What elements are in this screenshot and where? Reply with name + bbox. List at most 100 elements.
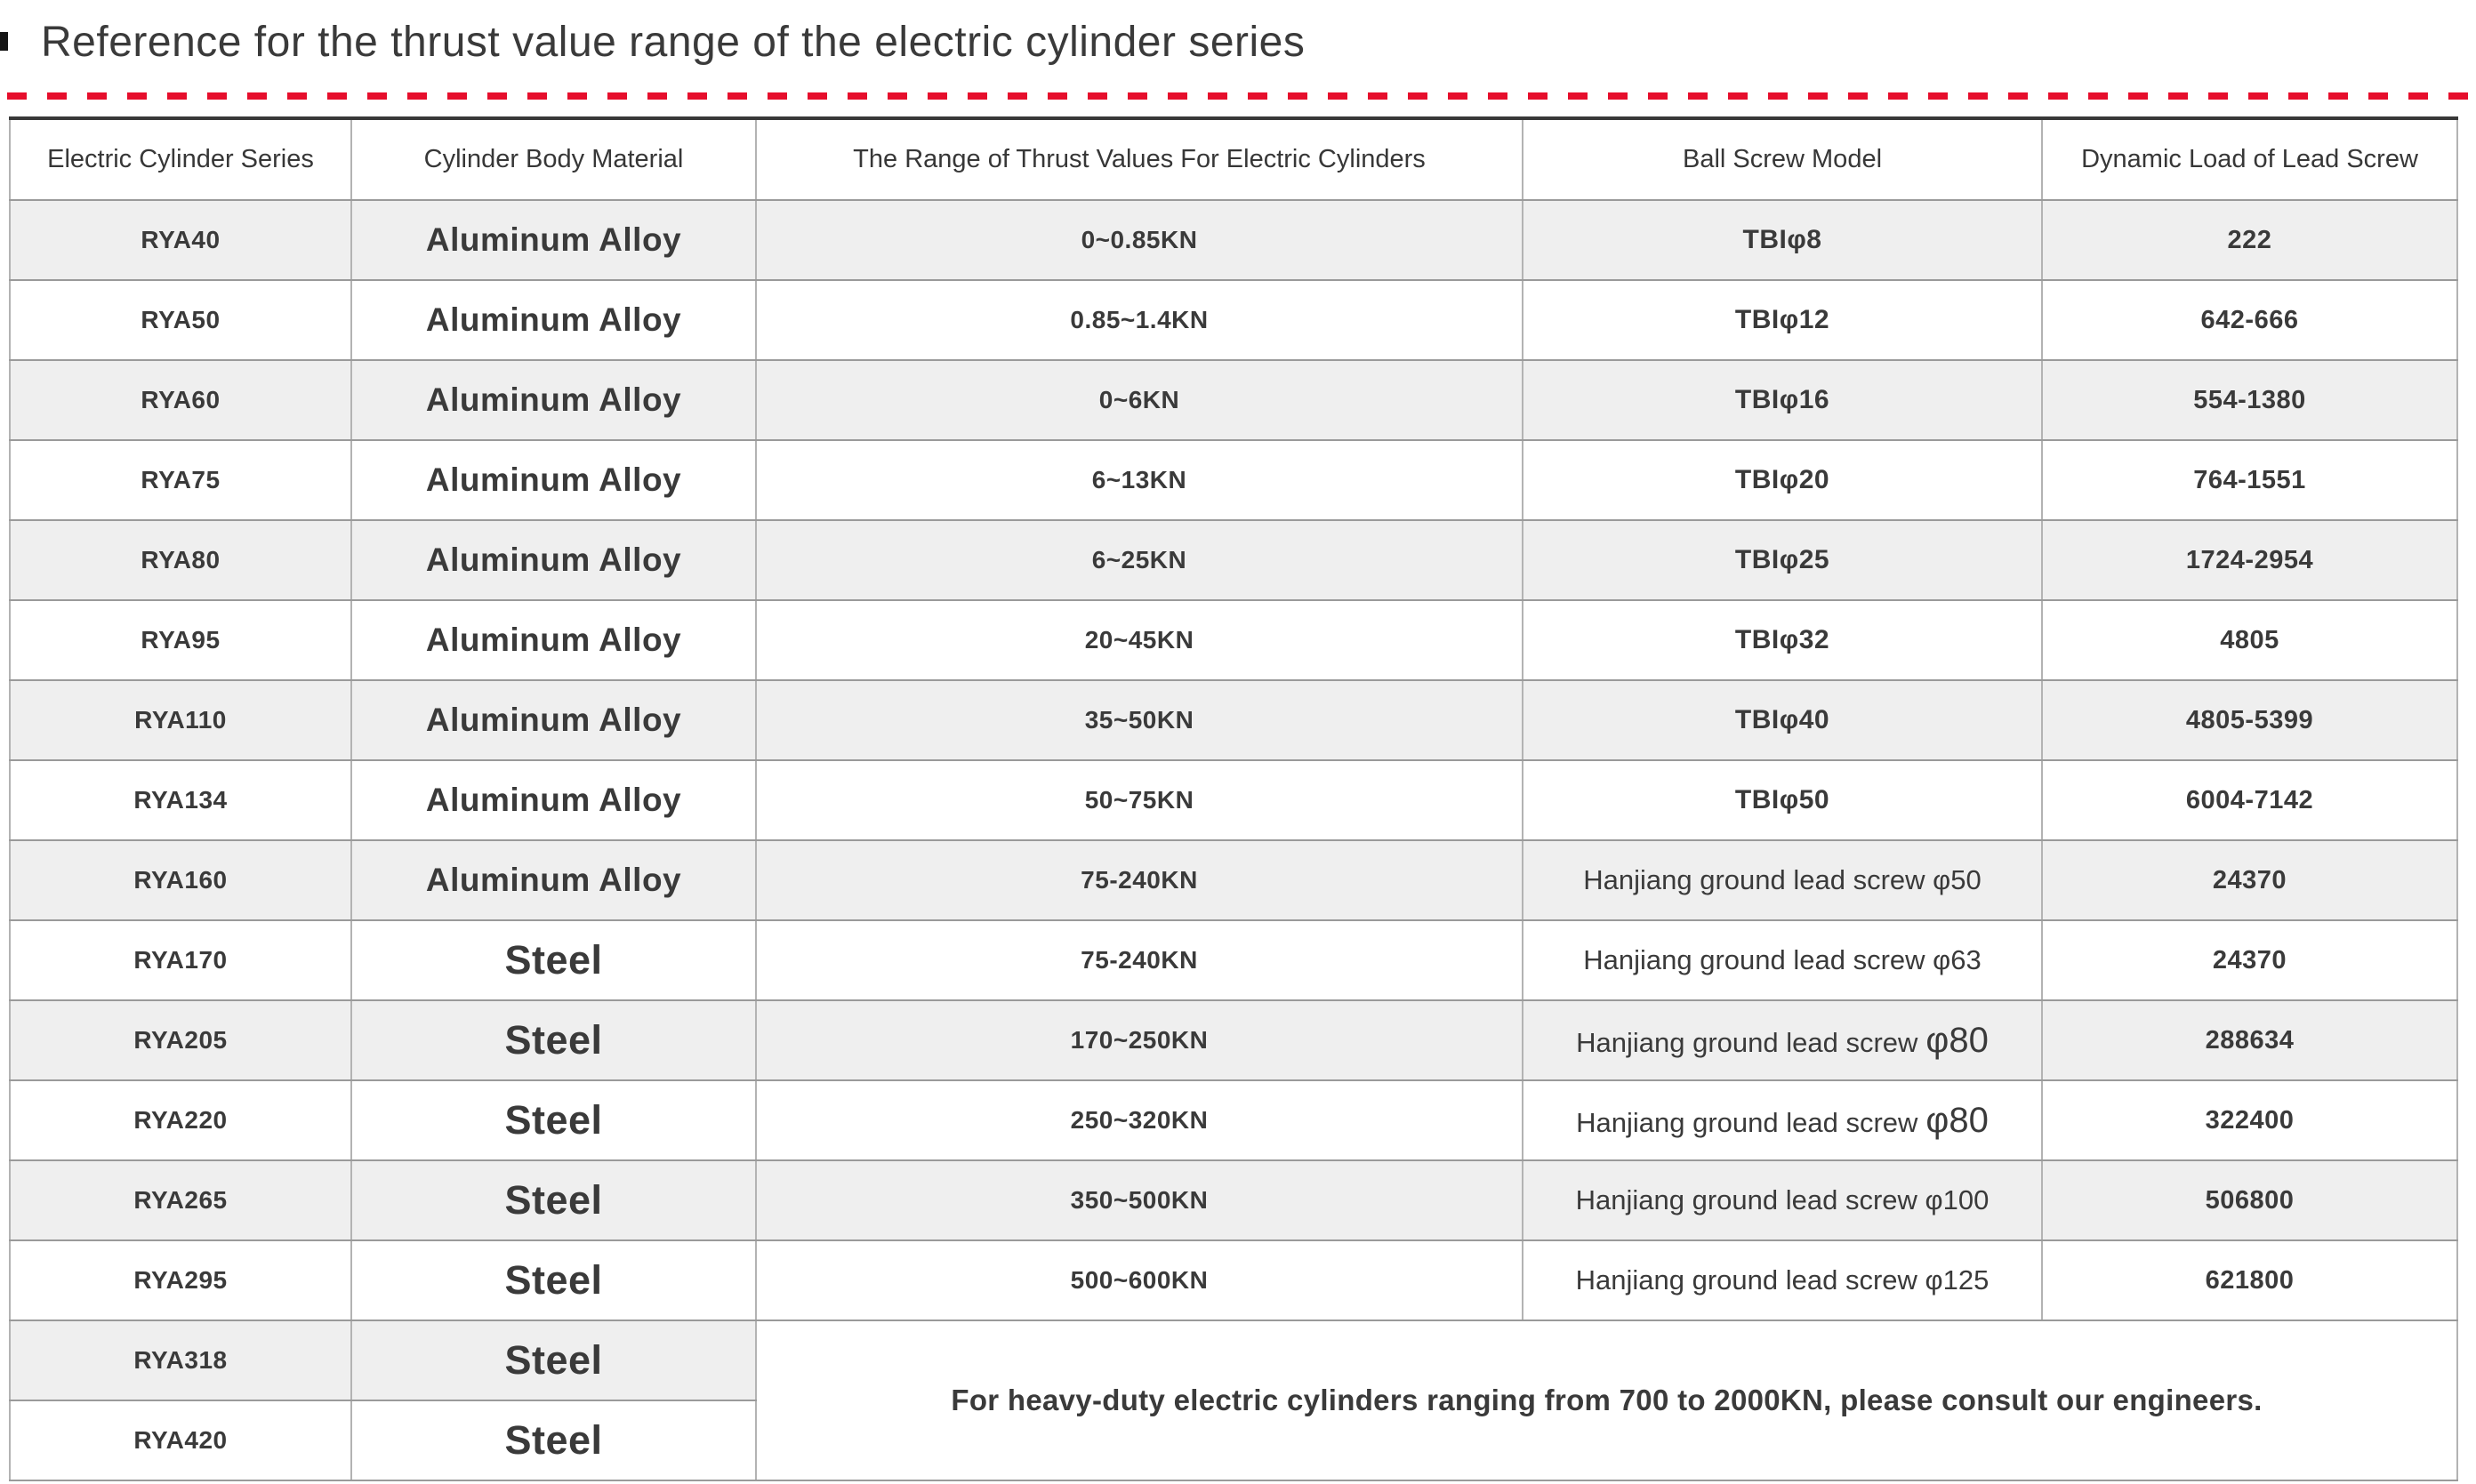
series-cell: RYA160 [9,839,352,921]
material-cell-text: Aluminum Alloy [425,782,682,818]
thrust-cell-text: 50~75KN [1084,786,1194,814]
thrust-cell: 75-240KN [755,919,1523,1001]
model-cell: TBIφ50 [1522,759,2043,841]
column-header-model: Ball Screw Model [1522,118,2043,201]
series-cell: RYA265 [9,1159,352,1241]
model-cell: Hanjiang ground lead screw φ80 [1522,999,2043,1081]
model-cell-text: TBIφ20 [1734,465,1830,494]
column-header-thrust: The Range of Thrust Values For Electric … [755,118,1523,201]
series-cell-text: RYA220 [133,1106,228,1134]
series-cell-text: RYA60 [141,386,221,413]
load-cell: 288634 [2041,999,2458,1081]
thrust-cell: 35~50KN [755,679,1523,761]
material-cell-text: Aluminum Alloy [425,702,682,738]
model-cell-text: Hanjiang ground lead screw φ100 [1575,1184,1990,1215]
load-cell: 222 [2041,199,2458,281]
table-row: RYA80 Aluminum Alloy 6~25KN TBIφ25 1724-2954 [9,519,2458,601]
material-cell: Aluminum Alloy [350,199,757,281]
thrust-cell-text: 6~13KN [1091,466,1187,493]
column-header-series: Electric Cylinder Series [9,118,352,201]
model-cell: TBIφ32 [1522,599,2043,681]
model-cell: TBIφ20 [1522,439,2043,521]
table-row: RYA134 Aluminum Alloy 50~75KN TBIφ50 6004-71… [9,759,2458,841]
thrust-cell-text: 0~6KN [1098,386,1180,413]
series-cell: RYA295 [9,1239,352,1321]
material-cell-text: Aluminum Alloy [425,541,682,578]
column-header-load: Dynamic Load of Lead Screw [2041,118,2458,201]
series-cell: RYA50 [9,279,352,361]
material-cell-text: Aluminum Alloy [425,622,682,658]
table-row: RYA295 Steel 500~600KN Hanjiang ground lead… [9,1239,2458,1321]
load-cell-text: 621800 [2205,1265,2295,1295]
model-cell: Hanjiang ground lead screw φ50 [1522,839,2043,921]
thrust-cell: 0~6KN [755,359,1523,441]
series-cell: RYA40 [9,199,352,281]
load-cell-text: 24370 [2212,865,2287,894]
series-cell: RYA110 [9,679,352,761]
model-cell-text: TBIφ40 [1734,705,1830,734]
load-cell-text: 288634 [2205,1025,2295,1055]
thrust-cell: 500~600KN [755,1239,1523,1321]
model-cell-text: TBIφ50 [1734,785,1830,814]
model-cell: TBIφ8 [1522,199,2043,281]
load-cell-text: 1724-2954 [2185,545,2314,574]
series-cell-text: RYA134 [133,786,228,814]
thrust-cell: 170~250KN [755,999,1523,1081]
table-row: RYA40 Aluminum Alloy 0~0.85KN TBIφ8 222 [9,199,2458,281]
thrust-cell: 20~45KN [755,599,1523,681]
model-cell: Hanjiang ground lead screw φ63 [1522,919,2043,1001]
series-cell-text: RYA318 [133,1346,228,1374]
material-cell: Steel [350,1320,757,1401]
load-cell-text: 506800 [2205,1185,2295,1215]
load-cell: 642-666 [2041,279,2458,361]
clipped-edge-mark [0,32,8,51]
load-cell: 4805-5399 [2041,679,2458,761]
model-size-text: φ80 [1925,1100,1989,1140]
heavy-duty-note-text: For heavy-duty electric cylinders rangin… [951,1384,2263,1416]
table-row: RYA50 Aluminum Alloy 0.85~1.4KN TBIφ12 642-6… [9,279,2458,361]
table-row: RYA110 Aluminum Alloy 35~50KN TBIφ40 4805-53… [9,679,2458,761]
material-cell: Steel [350,1079,757,1161]
load-cell: 24370 [2041,919,2458,1001]
table-row: RYA220 Steel 250~320KN Hanjiang ground lead… [9,1079,2458,1161]
series-cell: RYA60 [9,359,352,441]
series-cell: RYA170 [9,919,352,1001]
model-cell-text: Hanjiang ground lead screw [1576,1026,1918,1058]
thrust-cell: 350~500KN [755,1159,1523,1241]
load-cell: 4805 [2041,599,2458,681]
material-cell: Aluminum Alloy [350,839,757,921]
load-cell: 322400 [2041,1079,2458,1161]
material-cell-text: Steel [504,1257,603,1303]
model-cell-text: Hanjiang ground lead screw φ63 [1583,944,1982,975]
material-cell: Aluminum Alloy [350,759,757,841]
load-cell: 554-1380 [2041,359,2458,441]
table-row: RYA160 Aluminum Alloy 75-240KN Hanjiang gro… [9,839,2458,921]
material-cell-text: Steel [504,1417,603,1463]
series-cell-text: RYA160 [133,866,228,894]
thrust-cell: 6~13KN [755,439,1523,521]
material-cell-text: Aluminum Alloy [425,221,682,258]
model-cell: TBIφ40 [1522,679,2043,761]
thrust-cell: 0.85~1.4KN [755,279,1523,361]
model-cell-text: TBIφ25 [1734,545,1830,574]
table-header-row: Electric Cylinder Series Cylinder Body M… [9,118,2458,201]
load-cell-text: 642-666 [2200,305,2299,334]
model-cell: TBIφ25 [1522,519,2043,601]
model-cell-text: Hanjiang ground lead screw [1576,1106,1918,1138]
thrust-reference-table: Electric Cylinder Series Cylinder Body M… [9,116,2458,1481]
series-cell-text: RYA95 [141,626,221,654]
load-cell-text: 554-1380 [2193,385,2306,414]
thrust-cell: 250~320KN [755,1079,1523,1161]
table-row: RYA265 Steel 350~500KN Hanjiang ground lead… [9,1159,2458,1241]
series-cell-text: RYA80 [141,546,221,574]
material-cell-text: Aluminum Alloy [425,301,682,338]
series-cell-text: RYA205 [133,1026,228,1054]
model-size-text: φ80 [1925,1020,1989,1060]
page-title: Reference for the thrust value range of … [41,19,1306,66]
series-cell: RYA420 [9,1400,352,1481]
material-cell: Steel [350,1400,757,1481]
thrust-cell-text: 75-240KN [1081,866,1198,894]
material-cell: Aluminum Alloy [350,679,757,761]
material-cell: Steel [350,1239,757,1321]
load-cell: 506800 [2041,1159,2458,1241]
